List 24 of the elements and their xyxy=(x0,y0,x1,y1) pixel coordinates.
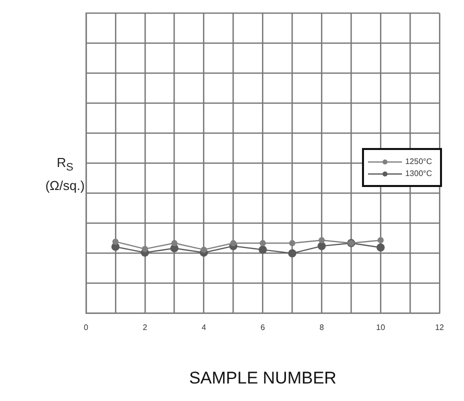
legend-label: 1250°C xyxy=(405,157,432,166)
point xyxy=(289,240,296,246)
point xyxy=(378,237,384,244)
x-tick-label: 2 xyxy=(142,323,148,332)
x-tick-label: 8 xyxy=(319,323,324,332)
x-tick-label: 12 xyxy=(435,323,445,332)
point xyxy=(318,237,325,244)
point xyxy=(230,240,236,246)
legend-label: 1300°C xyxy=(405,169,432,178)
x-tick-label: 0 xyxy=(84,323,89,332)
point xyxy=(376,243,385,252)
point xyxy=(288,249,296,258)
point xyxy=(142,246,148,252)
point xyxy=(112,238,119,245)
x-tick-label: 4 xyxy=(202,323,207,332)
point xyxy=(200,246,207,253)
point xyxy=(171,240,178,246)
point xyxy=(318,242,326,250)
x-axis-title: SAMPLE NUMBER xyxy=(189,368,336,388)
x-tick-label: 6 xyxy=(260,323,266,332)
y-axis-title: R$_{S}$ (Ω/sq.) xyxy=(44,154,86,194)
point xyxy=(260,240,266,246)
point xyxy=(258,246,267,254)
x-tick-label: 10 xyxy=(376,323,386,332)
